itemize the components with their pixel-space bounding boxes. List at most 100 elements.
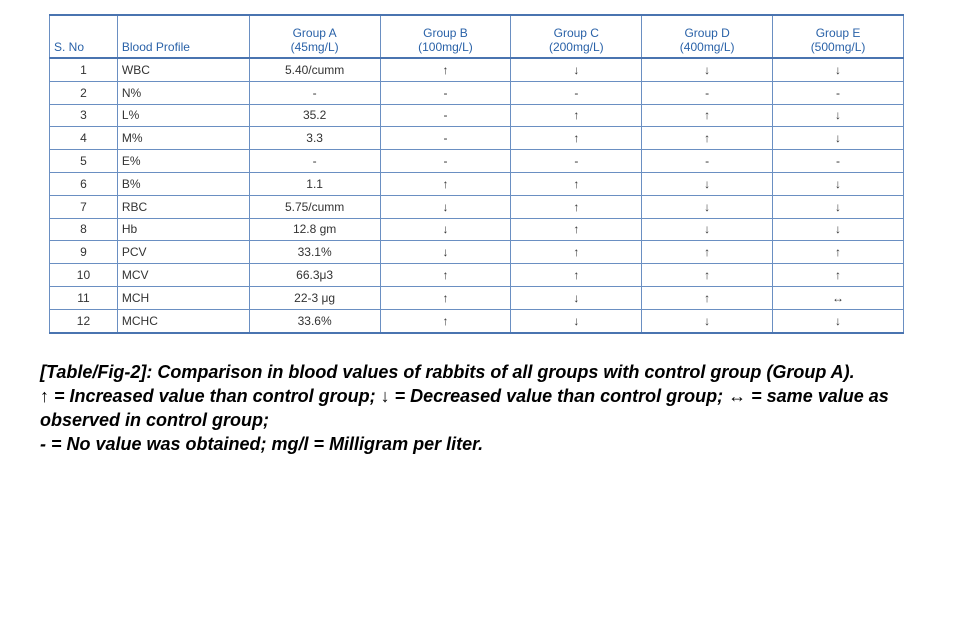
table-cell: - xyxy=(379,149,512,173)
table-cell: - xyxy=(510,80,643,105)
table-cell: 5 xyxy=(49,149,118,173)
table-cell: 12.8 gm xyxy=(248,217,381,242)
table-cell: ↓ xyxy=(641,57,774,82)
legend-line: - = No value was obtained; mg/l = Millig… xyxy=(40,434,484,454)
column-name: Group B xyxy=(423,26,468,40)
table-cell: - xyxy=(379,80,512,105)
table-cell: ↑ xyxy=(510,194,643,219)
table-cell: 11 xyxy=(49,285,118,310)
table-cell: WBC xyxy=(116,57,250,82)
column-header: Blood Profile xyxy=(116,14,250,59)
table-cell: 5.75/cumm xyxy=(248,194,381,219)
table-cell: MCH xyxy=(116,285,250,310)
column-header: Group C (200mg/L) xyxy=(510,14,643,59)
table-cell: - xyxy=(510,149,643,173)
table-cell: ↓ xyxy=(772,126,904,151)
table-cell: 1.1 xyxy=(248,171,381,196)
table-cell: MCV xyxy=(116,263,250,287)
header-row: S. No Blood Profile Group A (45mg/L) Group B… xyxy=(49,14,904,59)
table-cell: MCHC xyxy=(116,308,250,334)
legend-line: ↑ = Increased value than control group; … xyxy=(40,386,889,430)
table-cell: - xyxy=(248,149,381,173)
table-cell: ↓ xyxy=(641,308,774,334)
table-cell: ↑ xyxy=(641,263,774,287)
table-cell: 66.3μ3 xyxy=(248,263,381,287)
table-cell: ↑ xyxy=(641,240,774,265)
table-cell: 6 xyxy=(49,171,118,196)
table-cell: 8 xyxy=(49,217,118,242)
table-cell: ↓ xyxy=(772,171,904,196)
table-cell: E% xyxy=(116,149,250,173)
table-cell: ↓ xyxy=(772,103,904,128)
table-row: 10 MCV 66.3μ3 ↑ ↑ ↑ ↑ xyxy=(49,263,904,287)
table-row: 8 Hb 12.8 gm ↓ ↑ ↓ ↓ xyxy=(49,217,904,242)
table-cell: - xyxy=(379,103,512,128)
table-cell: ↓ xyxy=(772,57,904,82)
table-cell: N% xyxy=(116,80,250,105)
caption-title: [Table/Fig-2]: Comparison in blood value… xyxy=(40,362,855,382)
table-cell: 2 xyxy=(49,80,118,105)
table-row: 9 PCV 33.1% ↓ ↑ ↑ ↑ xyxy=(49,240,904,265)
table-cell: ↑ xyxy=(510,126,643,151)
column-header: Group E (500mg/L) xyxy=(772,14,904,59)
table-cell: ↔ xyxy=(772,285,904,310)
column-dose: (100mg/L) xyxy=(418,40,473,54)
table-cell: ↑ xyxy=(641,103,774,128)
table-cell: - xyxy=(641,80,774,105)
column-header: Group B (100mg/L) xyxy=(379,14,512,59)
table-cell: 9 xyxy=(49,240,118,265)
table-cell: ↓ xyxy=(379,217,512,242)
table-cell: 7 xyxy=(49,194,118,219)
table-cell: 33.6% xyxy=(248,308,381,334)
table-cell: 5.40/cumm xyxy=(248,57,381,82)
table-cell: M% xyxy=(116,126,250,151)
column-dose: (200mg/L) xyxy=(548,40,604,54)
table-row: 2 N% - - - - - xyxy=(49,80,904,105)
column-name: S. No xyxy=(54,40,85,54)
table-cell: ↓ xyxy=(641,171,774,196)
column-name: Group C xyxy=(553,26,599,40)
table-cell: 12 xyxy=(49,308,118,334)
column-name: Blood Profile xyxy=(121,40,190,54)
table-cell: ↓ xyxy=(772,308,904,334)
table-cell: 22-3 μg xyxy=(248,285,381,310)
table-body: 1 WBC 5.40/cumm ↑ ↓ ↓ ↓ 2 N% - - - - -3 L% 35.2- ↑ ↑ ↓ 4 M% 3… xyxy=(49,57,904,334)
table-row: 1 WBC 5.40/cumm ↑ ↓ ↓ ↓ xyxy=(49,57,904,82)
table-row: 4 M% 3.3- ↑ ↑ ↓ xyxy=(49,126,904,151)
table-cell: Hb xyxy=(116,217,250,242)
table-cell: ↓ xyxy=(510,308,643,334)
table-row: 7 RBC 5.75/cumm ↓ ↑ ↓ ↓ xyxy=(49,194,904,219)
table-cell: ↑ xyxy=(510,263,643,287)
column-name: Group A xyxy=(292,26,337,40)
table-cell: ↑ xyxy=(510,103,643,128)
table-cell: ↓ xyxy=(772,194,904,219)
table-cell: ↑ xyxy=(641,126,774,151)
table-cell: L% xyxy=(116,103,250,128)
table-cell: ↑ xyxy=(510,240,643,265)
table-cell: - xyxy=(772,80,904,105)
table-row: 12 MCHC 33.6% ↑ ↓ ↓ ↓ xyxy=(49,308,904,334)
data-table: S. No Blood Profile Group A (45mg/L) Group B… xyxy=(49,14,904,334)
table-row: 6 B% 1.1 ↑ ↑ ↓ ↓ xyxy=(49,171,904,196)
table-cell: ↑ xyxy=(772,263,904,287)
column-dose: (500mg/L) xyxy=(810,40,866,54)
table-cell: B% xyxy=(116,171,250,196)
table-cell: ↑ xyxy=(510,217,643,242)
column-dose: (400mg/L) xyxy=(679,40,735,54)
column-name: Group E xyxy=(815,26,861,40)
table-cell: 3.3 xyxy=(248,126,381,151)
column-name: Group D xyxy=(684,26,730,40)
table-cell: PCV xyxy=(116,240,250,265)
table-cell: ↑ xyxy=(379,171,512,196)
table-row: 3 L% 35.2- ↑ ↑ ↓ xyxy=(49,103,904,128)
table-cell: 3 xyxy=(49,103,118,128)
table-cell: ↑ xyxy=(641,285,774,310)
table-cell: ↑ xyxy=(510,171,643,196)
table-cell: 1 xyxy=(49,57,118,82)
table-cell: - xyxy=(641,149,774,173)
table-cell: ↓ xyxy=(772,217,904,242)
table-cell: ↓ xyxy=(641,217,774,242)
column-header: Group D (400mg/L) xyxy=(641,14,774,59)
table-row: 5 E% - - - - - xyxy=(49,149,904,173)
table-cell: 4 xyxy=(49,126,118,151)
